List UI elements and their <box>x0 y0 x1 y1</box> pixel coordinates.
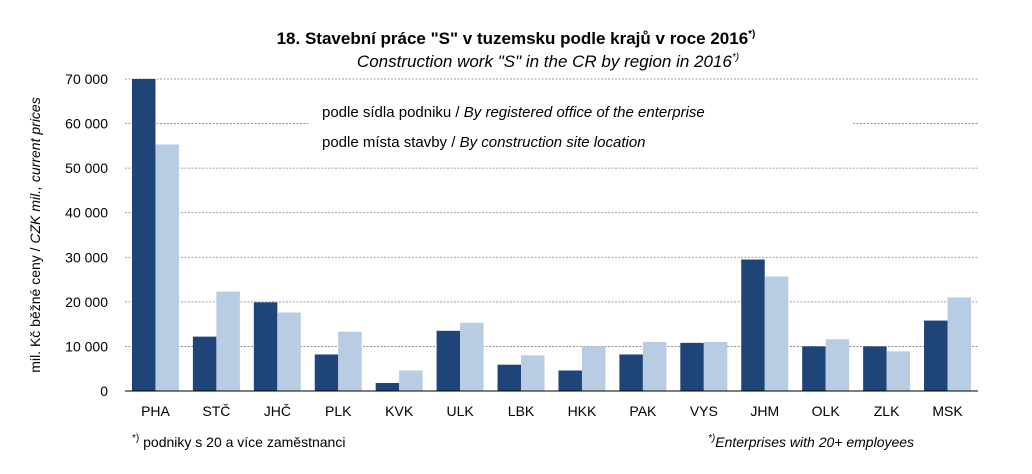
chart-title: 18. Stavební práce "S" v tuzemsku podle … <box>277 29 756 48</box>
bar-series2 <box>642 341 667 391</box>
bar-series1 <box>619 354 643 391</box>
x-tick-label: PHA <box>141 403 170 419</box>
y-tick-label: 50 000 <box>65 160 108 176</box>
bar-series1 <box>192 336 217 391</box>
bar-series1 <box>558 370 582 391</box>
bar-series1 <box>314 354 339 391</box>
bar-series1 <box>497 364 522 391</box>
bar-series2 <box>886 351 911 391</box>
bar-series1 <box>253 302 278 391</box>
y-tick-label: 10 000 <box>65 338 108 354</box>
footnote-right: *)Enterprises with 20+ employees <box>708 433 914 450</box>
chart-subtitle: Construction work "S" in the CR by regio… <box>357 52 739 71</box>
bar-series1 <box>924 320 948 391</box>
x-tick-label: PAK <box>629 403 657 419</box>
legend-entry-series2: podle místa stavby / By construction sit… <box>322 134 646 151</box>
y-tick-label: 60 000 <box>65 116 108 132</box>
legend-background <box>308 96 853 158</box>
bar-series2 <box>581 346 606 391</box>
y-tick-label: 30 000 <box>65 249 108 265</box>
bar-series1 <box>375 382 400 391</box>
x-tick-label: MSK <box>932 403 963 419</box>
bar-series2 <box>703 341 728 391</box>
x-tick-label: LBK <box>508 403 535 419</box>
y-tick-label: 20 000 <box>65 294 108 310</box>
bar-series2 <box>216 291 240 391</box>
bar-series1 <box>436 330 461 391</box>
x-tick-label: ZLK <box>874 403 900 419</box>
y-tick-label: 70 000 <box>65 71 108 87</box>
bar-series2 <box>764 276 789 391</box>
x-tick-label: OLK <box>812 403 841 419</box>
y-tick-label: 0 <box>100 383 108 399</box>
bar-series2 <box>338 331 362 391</box>
bar-series2 <box>947 297 972 391</box>
x-tick-label: PLK <box>325 403 352 419</box>
y-tick-labels: 0 10 000 20 000 30 000 40 000 50 000 60 000 70 … <box>65 71 108 399</box>
x-tick-label: JHM <box>750 403 779 419</box>
bar-series2 <box>399 370 423 391</box>
x-tick-label: STČ <box>202 403 230 419</box>
bar-series1 <box>131 79 156 391</box>
bars <box>131 79 972 391</box>
y-axis-label: mil. Kč běžné ceny / CZK mil., current p… <box>27 97 43 372</box>
bar-series1 <box>741 259 765 391</box>
x-tick-label: HKK <box>568 403 597 419</box>
footnote-left: *) podniky s 20 a více zaměstnanci <box>132 433 345 450</box>
x-tick-labels: PHA STČ JHČ PLK KVK ULK LBK HKK PAK VYS JHM OLK ZLK M… <box>141 403 963 419</box>
x-tick-label: ULK <box>446 403 474 419</box>
bar-series1 <box>863 346 887 391</box>
y-tick-label: 40 000 <box>65 205 108 221</box>
bar-series2 <box>460 322 484 391</box>
x-tick-label: KVK <box>385 403 414 419</box>
legend-entry-series1: podle sídla podniku / By registered offi… <box>322 104 705 121</box>
x-tick-label: VYS <box>690 403 718 419</box>
bar-series2 <box>155 144 179 391</box>
x-tick-label: JHČ <box>264 403 291 419</box>
bar-series2 <box>277 312 301 391</box>
bar-series2 <box>825 339 850 391</box>
bar-series2 <box>521 355 545 391</box>
bar-series1 <box>802 346 826 391</box>
legend: podle sídla podniku / By registered offi… <box>322 104 705 151</box>
bar-series1 <box>680 342 704 391</box>
